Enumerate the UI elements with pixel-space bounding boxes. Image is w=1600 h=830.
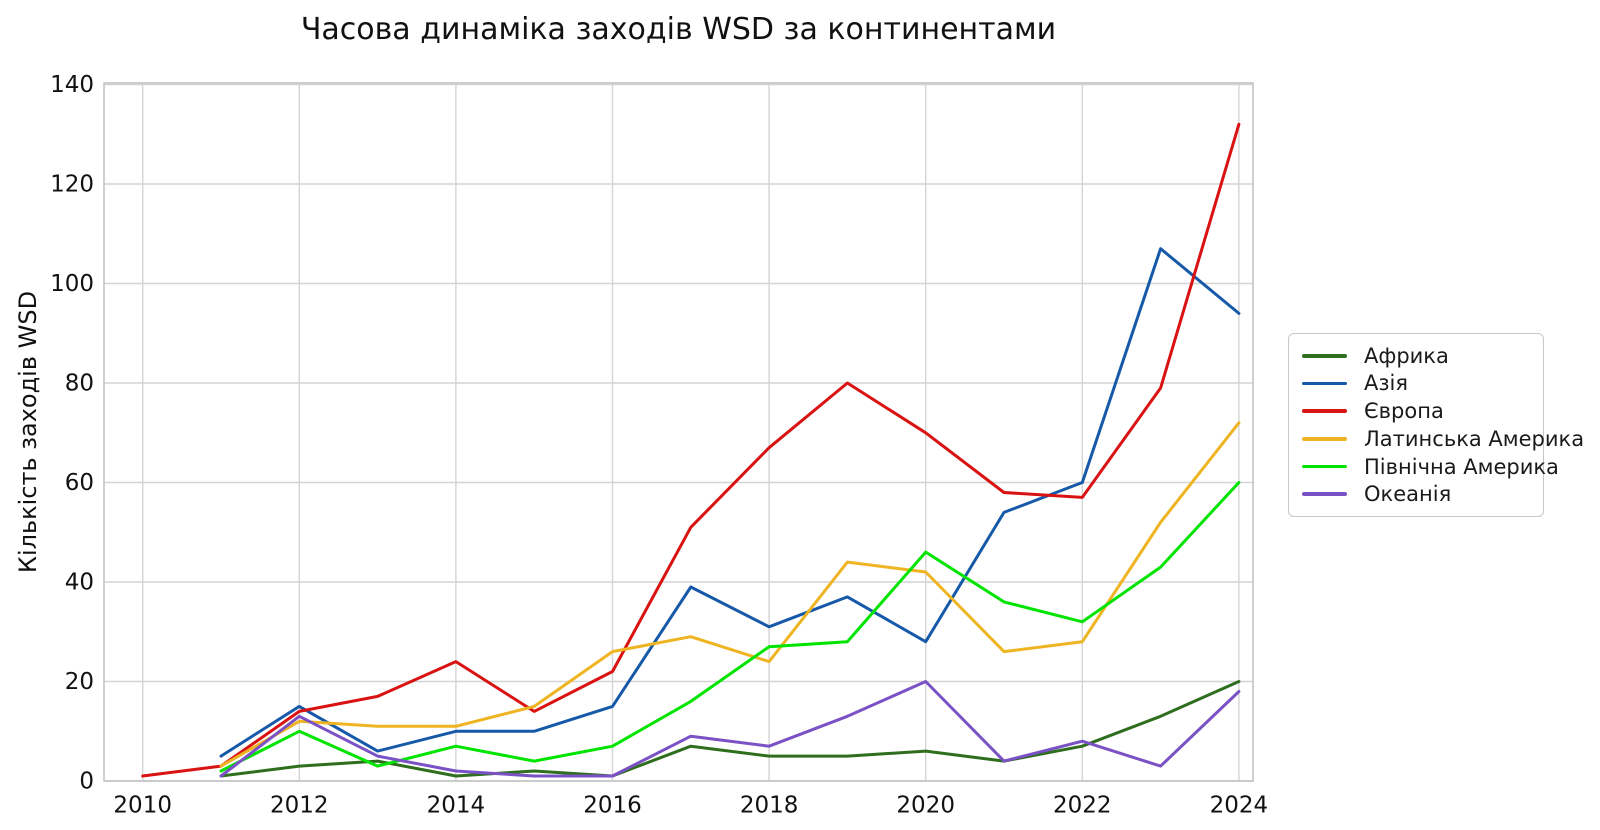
legend-label: Азія: [1364, 371, 1408, 396]
x-tick-label: 2020: [896, 793, 955, 819]
legend-item-0: Африка: [1302, 343, 1529, 368]
y-tick-label: 20: [65, 669, 94, 695]
legend-label: Латинська Америка: [1364, 426, 1585, 451]
y-tick-label: 100: [50, 271, 94, 297]
y-tick-label: 140: [50, 72, 94, 98]
x-tick-label: 2016: [583, 793, 642, 819]
x-tick-label: 2024: [1210, 793, 1269, 819]
legend-label: Океанія: [1364, 482, 1452, 507]
legend-item-3: Латинська Америка: [1302, 427, 1584, 451]
y-tick-label: 120: [50, 172, 94, 198]
y-tick-label: 60: [65, 470, 94, 496]
legend-swatch-icon: [1302, 464, 1347, 469]
legend-item-5: Океанія: [1302, 482, 1529, 507]
legend-swatch-icon: [1302, 492, 1347, 496]
x-tick-label: 2022: [1053, 793, 1112, 819]
y-tick-label: 40: [65, 570, 94, 596]
x-tick-label: 2014: [427, 793, 486, 819]
legend-swatch-icon: [1302, 354, 1347, 358]
series-line-4: [219, 481, 1241, 773]
series-line-2: [141, 122, 1241, 778]
y-tick-label: 80: [65, 371, 94, 397]
legend-swatch-icon: [1302, 437, 1347, 441]
legend: Африка Азія Європа Латинська Америка Північн…: [1288, 333, 1584, 517]
y-tick-label: 0: [79, 769, 94, 795]
legend-label: Африка: [1364, 343, 1449, 368]
legend-swatch-icon: [1302, 381, 1347, 386]
x-tick-label: 2012: [270, 793, 329, 819]
chart-title: Часова динаміка заходів WSD за континент…: [300, 12, 1057, 47]
plot-frame: [103, 82, 1254, 782]
legend-swatch-icon: [1302, 409, 1347, 413]
series-line-1: [219, 247, 1241, 758]
legend-item-2: Європа: [1302, 399, 1529, 424]
series-line-5: [219, 680, 1241, 778]
legend-item-4: Північна Америка: [1302, 455, 1559, 479]
x-tick-label: 2010: [113, 793, 172, 819]
x-tick-label: 2018: [740, 793, 799, 819]
series-line-3: [219, 421, 1241, 768]
legend-item-1: Азія: [1302, 371, 1529, 396]
legend-label: Європа: [1364, 399, 1444, 424]
legend-label: Північна Америка: [1364, 454, 1559, 479]
